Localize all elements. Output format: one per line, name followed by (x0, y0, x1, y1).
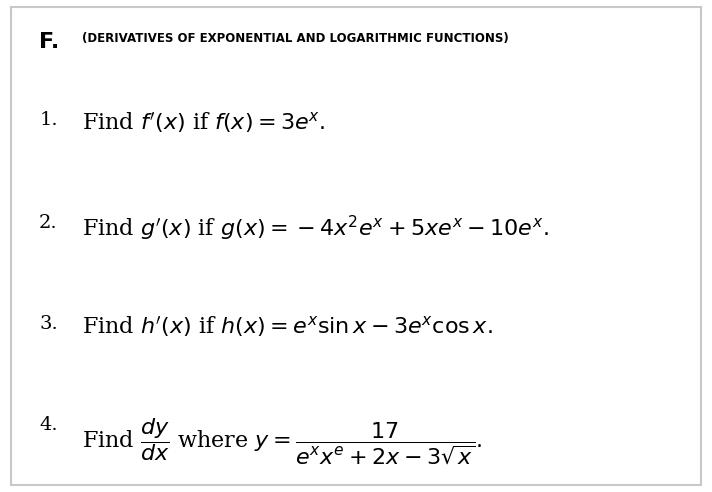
Text: Find $h'(x)$ if $h(x) = e^x \sin x - 3e^x \cos x.$: Find $h'(x)$ if $h(x) = e^x \sin x - 3e^… (82, 315, 493, 339)
Text: Find $\dfrac{dy}{dx}$ where $y = \dfrac{17}{e^x x^e + 2x - 3\sqrt{x}}.$: Find $\dfrac{dy}{dx}$ where $y = \dfrac{… (82, 416, 482, 465)
Text: (DERIVATIVES OF EXPONENTIAL AND LOGARITHMIC FUNCTIONS): (DERIVATIVES OF EXPONENTIAL AND LOGARITH… (82, 32, 508, 45)
Text: 4.: 4. (39, 416, 58, 434)
Text: Find $g'(x)$ if $g(x) = -4x^2e^x + 5xe^x - 10e^x.$: Find $g'(x)$ if $g(x) = -4x^2e^x + 5xe^x… (82, 214, 548, 243)
Text: F.: F. (39, 32, 59, 52)
Text: Find $f'(x)$ if $f(x) = 3e^x.$: Find $f'(x)$ if $f(x) = 3e^x.$ (82, 111, 325, 135)
Text: 3.: 3. (39, 315, 58, 333)
Text: 1.: 1. (39, 111, 58, 129)
Text: 2.: 2. (39, 214, 58, 232)
